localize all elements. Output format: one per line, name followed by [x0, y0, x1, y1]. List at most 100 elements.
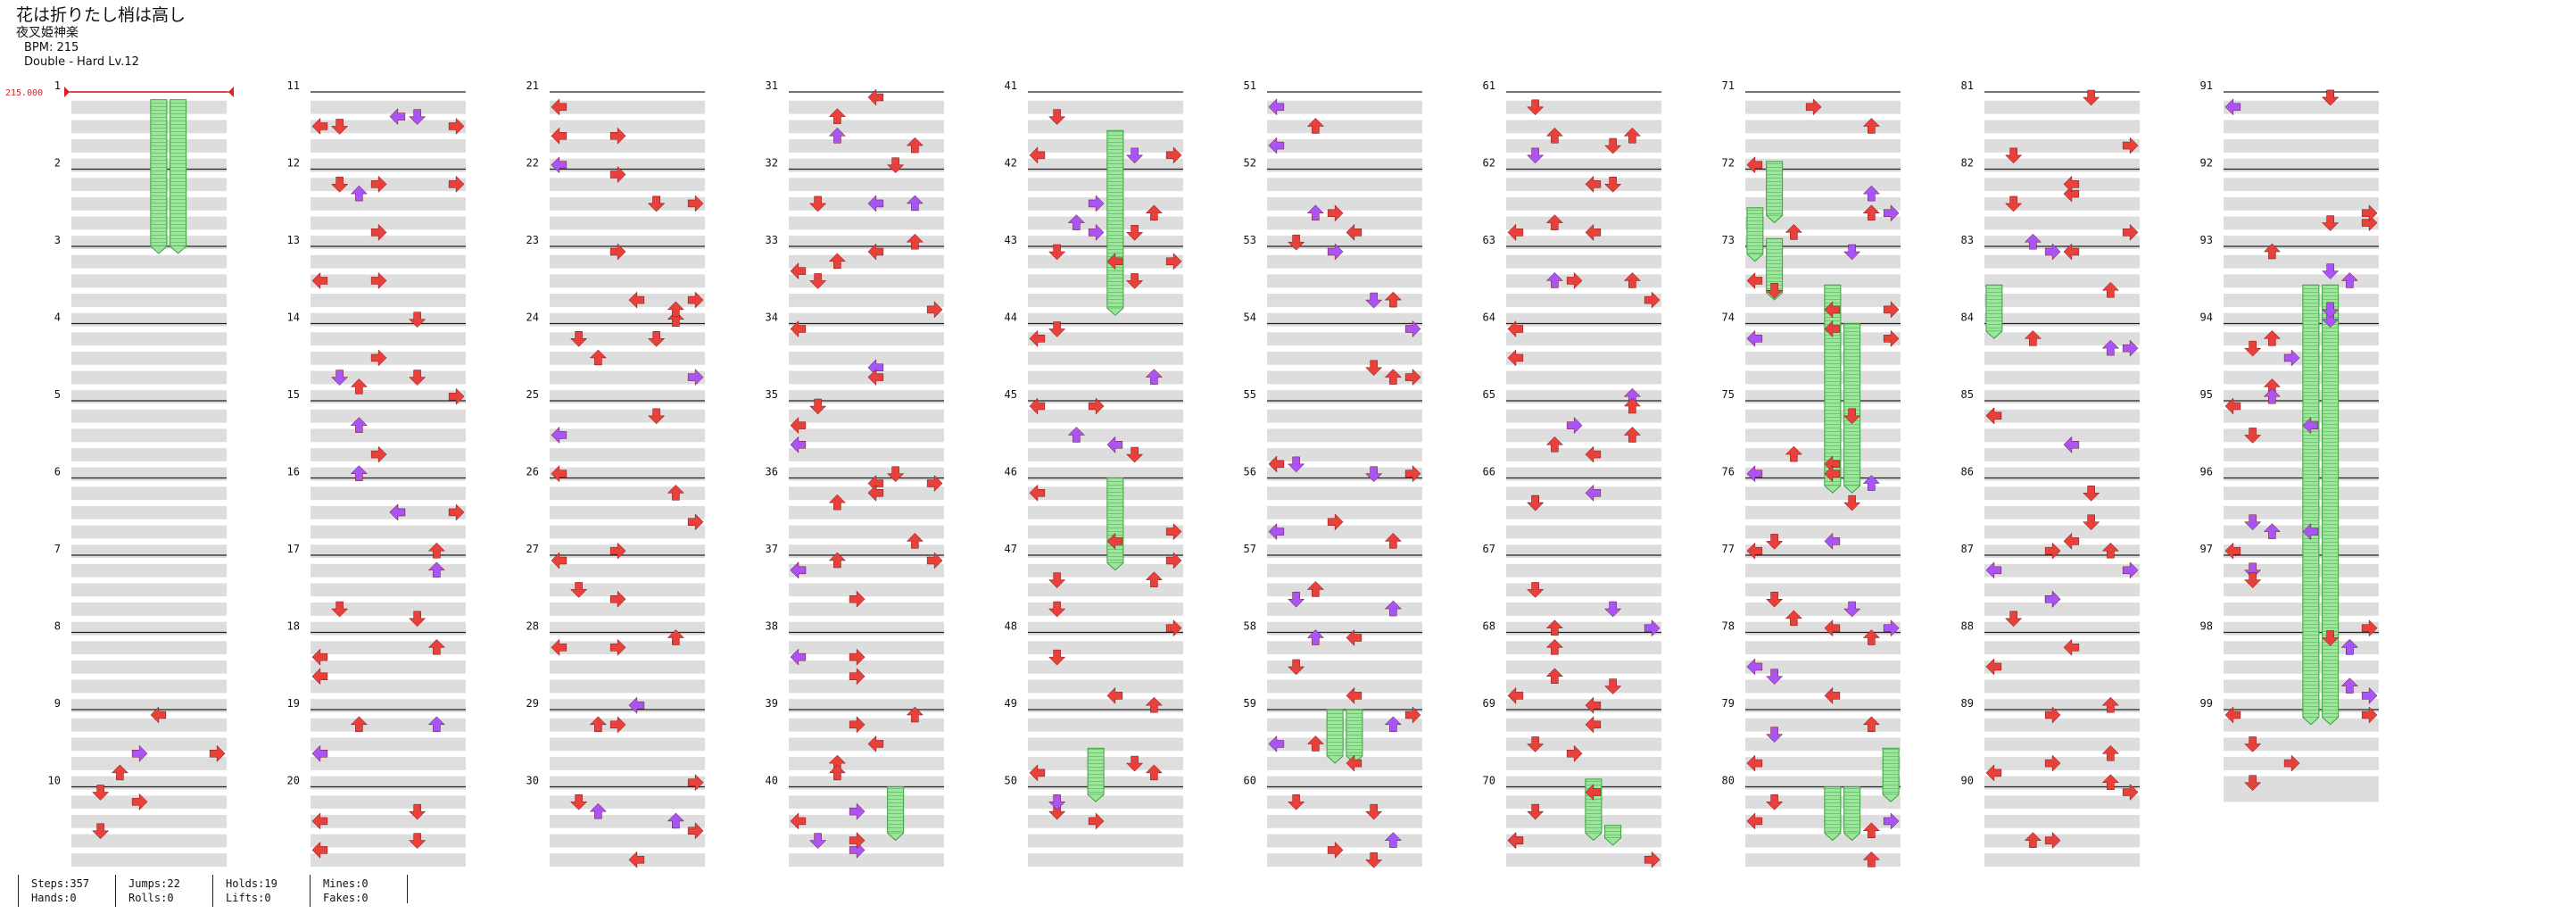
beat-band	[1028, 236, 1183, 249]
hold-note	[1746, 207, 1764, 262]
beat-band	[1745, 274, 1901, 288]
beat-band	[550, 660, 705, 674]
beat-band	[789, 621, 944, 636]
beat-band	[1028, 196, 1183, 211]
beat-band	[1745, 621, 1901, 636]
beat-band	[1745, 660, 1901, 674]
measure-64: 64	[1483, 312, 1661, 403]
beat-band	[550, 100, 705, 114]
beat-band	[1506, 544, 1661, 558]
beat-band	[1028, 757, 1183, 770]
measure-number: 9	[54, 697, 61, 710]
beat-band	[1028, 100, 1183, 114]
measure-57: 57	[1244, 543, 1422, 636]
measure-number: 19	[287, 697, 300, 710]
beat-band	[1745, 312, 1901, 327]
measure-47: 47	[1005, 543, 1183, 636]
beat-band	[789, 312, 944, 327]
beat-band	[550, 120, 705, 134]
beat-band	[789, 467, 944, 481]
beat-band	[1267, 332, 1422, 346]
beat-band	[2224, 699, 2379, 712]
beat-band	[789, 776, 944, 790]
beat-band	[1745, 486, 1901, 501]
beat-band	[789, 139, 944, 153]
beat-band	[311, 718, 466, 732]
beat-band	[1267, 776, 1422, 790]
beat-band	[2224, 196, 2379, 211]
beat-band	[2224, 679, 2379, 694]
beat-band	[550, 274, 705, 288]
beat-band	[311, 448, 466, 461]
beat-band	[1506, 737, 1661, 752]
beat-band	[1984, 853, 2140, 867]
beat-band	[311, 428, 466, 443]
measure-number: 87	[1961, 543, 1974, 555]
beat-band	[2224, 737, 2379, 752]
beat-band	[1506, 641, 1661, 655]
beat-band	[1506, 795, 1661, 810]
stats-mines-group: Mines:0 Fakes:0	[310, 875, 407, 907]
beat-band	[71, 294, 227, 307]
measure-100	[2224, 788, 2379, 802]
measure-number: 54	[1244, 312, 1256, 324]
beat-band	[311, 757, 466, 770]
beat-band	[71, 448, 227, 461]
beat-band	[550, 178, 705, 192]
measure-number: 99	[2200, 697, 2213, 710]
beat-band	[789, 294, 944, 307]
beat-band	[311, 853, 466, 867]
measure-73: 73	[1722, 234, 1901, 327]
beat-band	[71, 332, 227, 346]
measure-99: 99	[2200, 697, 2379, 790]
beat-band	[311, 351, 466, 365]
measure-number: 82	[1961, 157, 1974, 170]
measure-63: 63	[1483, 234, 1661, 327]
beat-band	[1984, 332, 2140, 346]
hold-note	[2322, 284, 2340, 726]
measure-1: 1	[54, 79, 227, 172]
beat-band	[789, 641, 944, 655]
beat-band	[789, 602, 944, 616]
beat-band	[1506, 428, 1661, 443]
measure-number: 7	[54, 543, 61, 555]
stats-steps-group: Steps:357 Hands:0	[18, 875, 115, 907]
beat-band	[71, 254, 227, 269]
measure-67: 67	[1483, 543, 1661, 636]
beat-band	[311, 139, 466, 153]
beat-band	[1506, 332, 1661, 346]
beat-band	[1745, 544, 1901, 558]
beat-band	[71, 486, 227, 501]
beat-band	[550, 294, 705, 307]
beat-band	[71, 312, 227, 327]
beat-band	[550, 467, 705, 481]
measure-61: 61	[1483, 79, 1661, 172]
measure-7: 7	[54, 543, 227, 636]
beat-band	[2224, 602, 2379, 616]
beat-band	[1028, 505, 1183, 519]
measure-number: 10	[48, 775, 61, 787]
beat-band	[550, 583, 705, 597]
measure-number: 59	[1244, 697, 1256, 710]
beat-band	[789, 178, 944, 192]
measure-68: 68	[1483, 620, 1661, 712]
beat-band	[1984, 583, 2140, 597]
bpm-change-marker: 215.000	[5, 87, 234, 98]
beat-band	[1267, 486, 1422, 501]
beat-band	[1028, 332, 1183, 346]
beat-band	[2224, 351, 2379, 365]
beat-band	[550, 158, 705, 172]
beat-band	[1745, 390, 1901, 403]
hold-note	[1326, 709, 1344, 764]
beat-band	[550, 795, 705, 810]
measure-number: 37	[766, 543, 778, 555]
stats-holds-group: Holds:19 Lifts:0	[212, 875, 310, 907]
beat-band	[1028, 312, 1183, 327]
song-title: 花は折りたし梢は高し	[16, 5, 186, 25]
beat-band	[311, 467, 466, 481]
beat-band	[71, 795, 227, 810]
measure-8: 8	[54, 620, 227, 712]
measure-80: 80	[1722, 775, 1901, 867]
beat-band	[1028, 216, 1183, 230]
beat-band	[1984, 660, 2140, 674]
